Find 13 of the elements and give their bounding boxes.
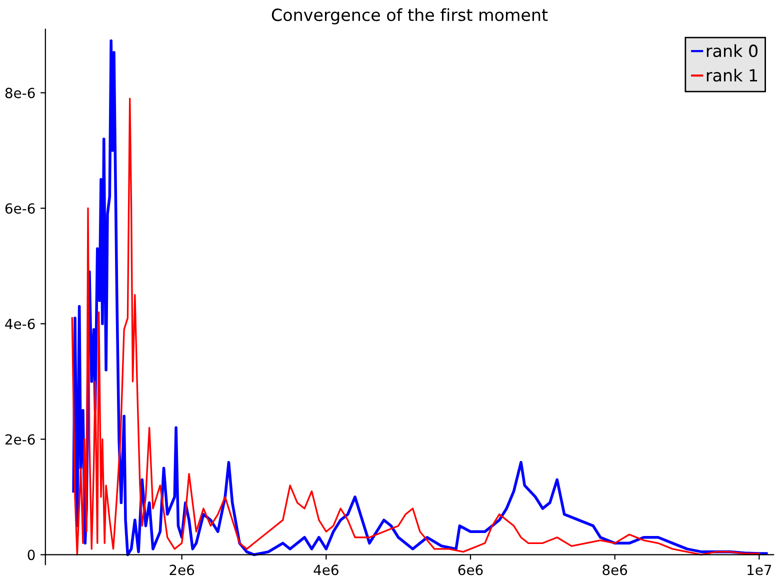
x-tick-label: 8e6 [602, 564, 628, 576]
legend-label: rank 0 [706, 44, 758, 58]
chart-title: Convergence of the first moment [272, 8, 548, 24]
legend-label: rank 1 [706, 68, 758, 82]
y-tick-label: 8e-6 [5, 88, 35, 98]
x-tick-label: 1e7 [748, 564, 772, 576]
x-tick-label: 2e6 [170, 564, 194, 576]
y-tick-label: 2e-6 [5, 434, 35, 445]
y-tick-label: 0 [28, 550, 35, 560]
x-tick-label: 4e6 [314, 564, 338, 576]
y-tick-label: 6e-6 [5, 203, 35, 214]
x-tick-label: 6e6 [458, 564, 483, 576]
y-tick-label: 4e-6 [5, 318, 35, 330]
